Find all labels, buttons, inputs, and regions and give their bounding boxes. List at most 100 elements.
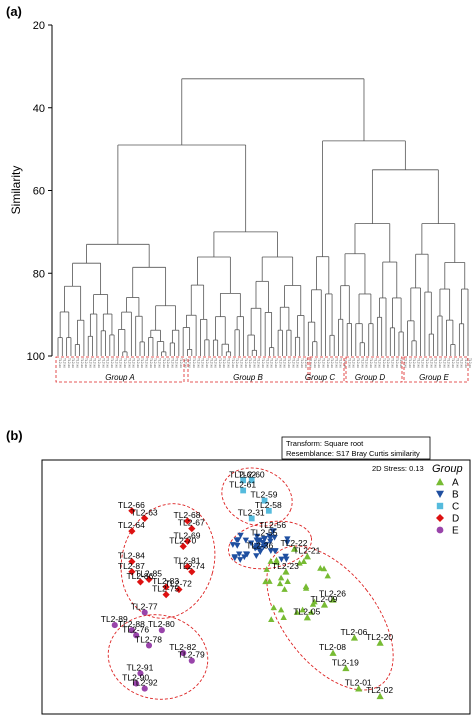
y-tick-label-100: 100 xyxy=(27,351,45,363)
group-label-c: Group C xyxy=(305,373,335,382)
leaf-label: TL2-xx xyxy=(360,358,364,368)
leaf-label: TL2-xx xyxy=(114,358,118,368)
panel-label-a: (a) xyxy=(6,4,22,19)
leaf-label: TL2-xx xyxy=(93,358,97,368)
point-a-unlabeled xyxy=(280,614,287,620)
leaf-label: TL2-xx xyxy=(149,358,153,368)
point-b-unlabeled xyxy=(229,542,237,548)
leaf-label: TL2-xx xyxy=(429,358,433,368)
leaf-label: TL2-xx xyxy=(412,358,416,368)
point-tl2-83 xyxy=(162,583,170,591)
point-a-unlabeled xyxy=(284,578,291,585)
leaf-label: TL2-xx xyxy=(447,358,451,368)
point-tl2-85 xyxy=(145,575,153,583)
leaf-label: TL2-xx xyxy=(347,358,351,368)
point-tl2-66 xyxy=(128,507,136,515)
point-label-tl2-85: TL2-85 xyxy=(135,568,162,578)
leaf-label: TL2-xx xyxy=(257,358,261,368)
point-tl2-92 xyxy=(141,685,148,692)
point-tl2-26 xyxy=(329,596,337,603)
legend-marker-b xyxy=(436,490,444,498)
leaf-label: TL2-xx xyxy=(75,358,79,368)
point-label-tl2-05: TL2-05 xyxy=(293,606,320,616)
point-label-tl2-19: TL2-19 xyxy=(332,657,359,667)
point-tl2-68 xyxy=(183,517,192,525)
leaf-label: TL2-xx xyxy=(274,358,278,368)
point-b-unlabeled xyxy=(236,551,243,558)
point-b-unlabeled xyxy=(243,551,250,558)
point-tl2-19 xyxy=(342,664,350,672)
point-a-unlabeled xyxy=(299,606,306,613)
legend-marker-c xyxy=(436,502,444,510)
leaf-label: TL2-xx xyxy=(278,358,282,368)
point-label-tl2-78: TL2-78 xyxy=(135,634,162,644)
point-label-tl2-89: TL2-89 xyxy=(101,614,128,624)
point-tl2-08 xyxy=(329,649,337,656)
point-label-tl2-84: TL2-84 xyxy=(118,551,145,561)
leaf-label: TL2-xx xyxy=(97,358,101,368)
point-tl2-74 xyxy=(188,568,196,576)
leaf-label: TL2-xx xyxy=(71,358,75,368)
point-label-tl2-82: TL2-82 xyxy=(169,642,196,652)
leaf-label: TL2-xx xyxy=(127,358,131,368)
point-label-tl2-87: TL2-87 xyxy=(118,561,145,571)
point-tl2-01 xyxy=(355,685,363,692)
leaf-label: TL2-xx xyxy=(265,358,269,368)
point-label-tl2-08: TL2-08 xyxy=(319,642,346,652)
point-tl2-63 xyxy=(141,514,149,523)
leaf-label: TL2-xx xyxy=(330,358,334,368)
leaf-label: TL2-xx xyxy=(300,358,304,368)
leaf-label: TL2-xx xyxy=(123,358,127,368)
leaf-label: TL2-xx xyxy=(84,358,88,368)
leaf-label: TL2-xx xyxy=(442,358,446,368)
leaf-label: TL2-xx xyxy=(321,358,325,368)
dendrogram-y-axis: 20 40 60 80 100 xyxy=(27,20,53,363)
point-tl2-31 xyxy=(248,515,255,522)
point-tl2-60 xyxy=(248,477,255,484)
leaf-label: TL2-xx xyxy=(451,358,455,368)
leaf-label: TL2-xx xyxy=(365,358,369,368)
point-label-tl2-20: TL2-20 xyxy=(366,632,393,642)
point-b-unlabeled xyxy=(278,556,285,563)
legend-label-b: B xyxy=(452,490,459,501)
point-label-tl2-21: TL2-21 xyxy=(293,546,320,556)
point-tl2-20 xyxy=(376,639,384,646)
point-label-tl2-92: TL2-92 xyxy=(131,678,158,688)
point-b-unlabeled xyxy=(237,557,244,563)
leaf-label: TL2-xx xyxy=(222,358,226,368)
point-a-unlabeled xyxy=(267,558,274,564)
group-band-e: Group E xyxy=(403,356,469,383)
point-a-unlabeled xyxy=(302,584,310,591)
leaf-label: TL2-xx xyxy=(175,358,179,368)
leaf-label: TL2-xx xyxy=(227,358,231,368)
legend-title: Group xyxy=(432,463,463,475)
point-tl2-77 xyxy=(141,609,148,616)
point-tl2-22 xyxy=(290,545,299,552)
point-tl2-36 xyxy=(256,548,264,556)
point-tl2-87 xyxy=(128,568,136,576)
point-tl2-02 xyxy=(376,692,384,700)
leaf-label: TL2-xx xyxy=(136,358,140,368)
point-b-unlabeled xyxy=(283,556,290,563)
point-b-unlabeled xyxy=(234,537,242,544)
leaf-label: TL2-xx xyxy=(408,358,412,368)
group-label-d: Group D xyxy=(355,373,385,382)
point-tl2-89 xyxy=(111,622,118,629)
leaf-label: TL2-xx xyxy=(196,358,200,368)
point-a-unlabeled xyxy=(266,578,273,584)
legend-label-c: C xyxy=(452,502,459,513)
point-a-unlabeled xyxy=(268,616,275,622)
leaf-label: TL2-xx xyxy=(356,358,360,368)
cluster-ellipses xyxy=(107,467,394,700)
point-label-tl2-69: TL2-69 xyxy=(174,530,201,540)
point-label-tl2-79: TL2-79 xyxy=(178,650,205,660)
leaf-label: TL2-xx xyxy=(334,358,338,368)
point-b-unlabeled xyxy=(271,548,279,554)
point-tl2-76 xyxy=(133,632,140,639)
point-label-tl2-06: TL2-06 xyxy=(340,627,367,637)
group-label-b: Group B xyxy=(233,373,263,382)
leaf-label: TL2-xx xyxy=(460,358,464,368)
mds-transform-text: Transform: Square root xyxy=(286,439,364,448)
point-a-unlabeled xyxy=(263,566,270,572)
